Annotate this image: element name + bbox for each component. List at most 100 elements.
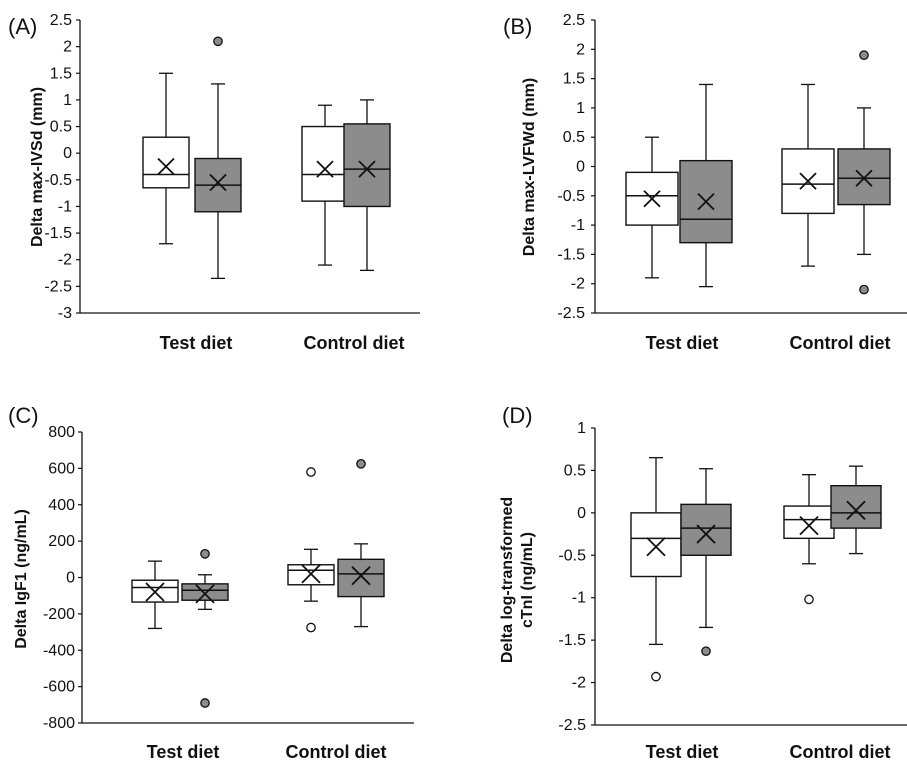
- y-tick-label: 800: [48, 424, 75, 441]
- y-tick-label: -2.5: [557, 305, 585, 322]
- iqr-box: [343, 123, 391, 208]
- y-tick-label: 400: [48, 497, 75, 514]
- y-tick-label: 2.5: [563, 12, 585, 29]
- y-tick-label: 2: [63, 39, 72, 56]
- y-axis-label: Delta max-LVFWd (mm): [521, 78, 538, 256]
- y-tick-label: -2: [571, 276, 585, 293]
- panel-label: (D): [502, 403, 533, 428]
- x-category-label: Test diet: [646, 333, 719, 353]
- iqr-box: [301, 125, 349, 202]
- y-tick-label: -1.5: [557, 246, 585, 263]
- y-tick-label: -2: [572, 675, 586, 692]
- mean-marker: [145, 582, 165, 602]
- mean-marker: [855, 169, 873, 187]
- outlier-point: [213, 36, 223, 47]
- y-tick-label: -0.5: [558, 547, 586, 564]
- y-tick-label: 0: [577, 505, 586, 522]
- outlier-point: [306, 467, 316, 477]
- y-tick-label: -400: [43, 642, 75, 659]
- y-tick-label: 1.5: [563, 71, 585, 88]
- y-tick-label: 0.5: [50, 119, 72, 136]
- box-plot-1: [131, 560, 179, 630]
- mean-marker: [351, 566, 371, 586]
- outlier-point: [804, 594, 814, 605]
- iqr-box: [680, 503, 732, 556]
- y-tick-label: 200: [48, 533, 75, 550]
- outlier-point: [356, 458, 366, 469]
- y-tick-label: -200: [43, 606, 75, 623]
- y-tick-label: 0: [576, 159, 585, 176]
- box-plot-2: [181, 549, 229, 708]
- mean-marker: [195, 584, 215, 604]
- mean-marker: [358, 160, 376, 178]
- y-tick-label: -1: [58, 198, 72, 215]
- y-tick-label: 0: [63, 145, 72, 162]
- iqr-box: [181, 583, 229, 601]
- y-tick-label: -1.5: [44, 225, 72, 242]
- box-plot-1: [142, 72, 190, 245]
- y-tick-label: 1.5: [50, 65, 72, 82]
- y-tick-label: -1: [571, 217, 585, 234]
- iqr-box: [783, 505, 835, 540]
- mean-marker: [846, 500, 866, 520]
- iqr-box: [337, 558, 385, 598]
- box-plot-3: [783, 474, 835, 605]
- outlier-point: [859, 50, 869, 61]
- y-tick-label: -0.5: [557, 188, 585, 205]
- y-tick-label: -2.5: [44, 278, 72, 295]
- panel-c: (C) 800 600 400 200 0 -200 -400 -600 -800 Delta Ig…: [8, 403, 414, 762]
- mean-marker: [696, 524, 716, 544]
- mean-marker: [301, 564, 321, 584]
- y-axis-label: Delta log-transformed cTnI (ng/mL): [499, 497, 536, 663]
- box-plot-3: [301, 104, 349, 266]
- panel-label: (B): [503, 14, 532, 39]
- outlier-point: [200, 549, 210, 559]
- mean-marker: [643, 190, 661, 208]
- y-tick-label: 600: [48, 460, 75, 477]
- y-tick-label: 1: [63, 92, 72, 109]
- mean-marker: [157, 157, 175, 176]
- outlier-point: [306, 622, 316, 633]
- y-tick-label: 2.5: [50, 12, 72, 29]
- box-plot-1: [625, 136, 679, 279]
- box-plot-3: [287, 467, 335, 633]
- y-tick-label: 0: [66, 570, 75, 587]
- box-plot-4: [343, 99, 391, 272]
- outlier-point: [859, 284, 869, 295]
- x-category-label: Test diet: [646, 742, 719, 762]
- x-category-label: Test diet: [147, 742, 220, 762]
- mean-marker: [697, 193, 715, 211]
- panel-d: (D) 1 0.5 0 -0.5 -1 -1.5 -2 -2.5 Delta log-transf…: [499, 403, 907, 762]
- y-axis-label: Delta IgF1 (ng/mL): [13, 509, 30, 649]
- panel-a: (A) 2.5 2 1.5 1 0.5 0 -0.5 -1 -1.5 -2 -2.5 -3 Delta m…: [8, 12, 420, 353]
- x-category-label: Test diet: [160, 333, 233, 353]
- mean-marker: [799, 172, 817, 190]
- iqr-box: [142, 136, 190, 189]
- y-tick-label: -2: [58, 252, 72, 269]
- panel-b: (B) 2.5 2 1.5 1 0.5 0 -0.5 -1 -1.5 -2 -2.5 Delta max…: [503, 12, 907, 353]
- box-plot-4: [337, 458, 385, 628]
- y-tick-label: -0.5: [44, 172, 72, 189]
- box-plot-2: [680, 468, 732, 657]
- y-tick-label: 1: [577, 420, 586, 437]
- x-category-label: Control diet: [304, 333, 405, 353]
- outlier-point: [651, 671, 661, 682]
- box-plot-1: [630, 457, 682, 682]
- y-tick-label: 1: [576, 100, 585, 117]
- iqr-box: [630, 512, 682, 578]
- y-tick-label: -1: [572, 590, 586, 607]
- box-plot-4: [837, 50, 891, 295]
- y-axis-label: Delta max-IVSd (mm): [29, 87, 46, 247]
- y-tick-label: -2.5: [558, 717, 586, 734]
- box-plot-4: [830, 465, 882, 555]
- iqr-box: [837, 148, 891, 206]
- y-tick-label: -3: [58, 305, 72, 322]
- y-tick-label: -1.5: [558, 632, 586, 649]
- outlier-point: [200, 698, 210, 708]
- panel-label: (C): [8, 403, 39, 428]
- y-tick-label: 0.5: [563, 129, 585, 146]
- y-tick-label: -600: [43, 679, 75, 696]
- box-plot-3: [781, 83, 835, 267]
- x-category-label: Control diet: [790, 742, 891, 762]
